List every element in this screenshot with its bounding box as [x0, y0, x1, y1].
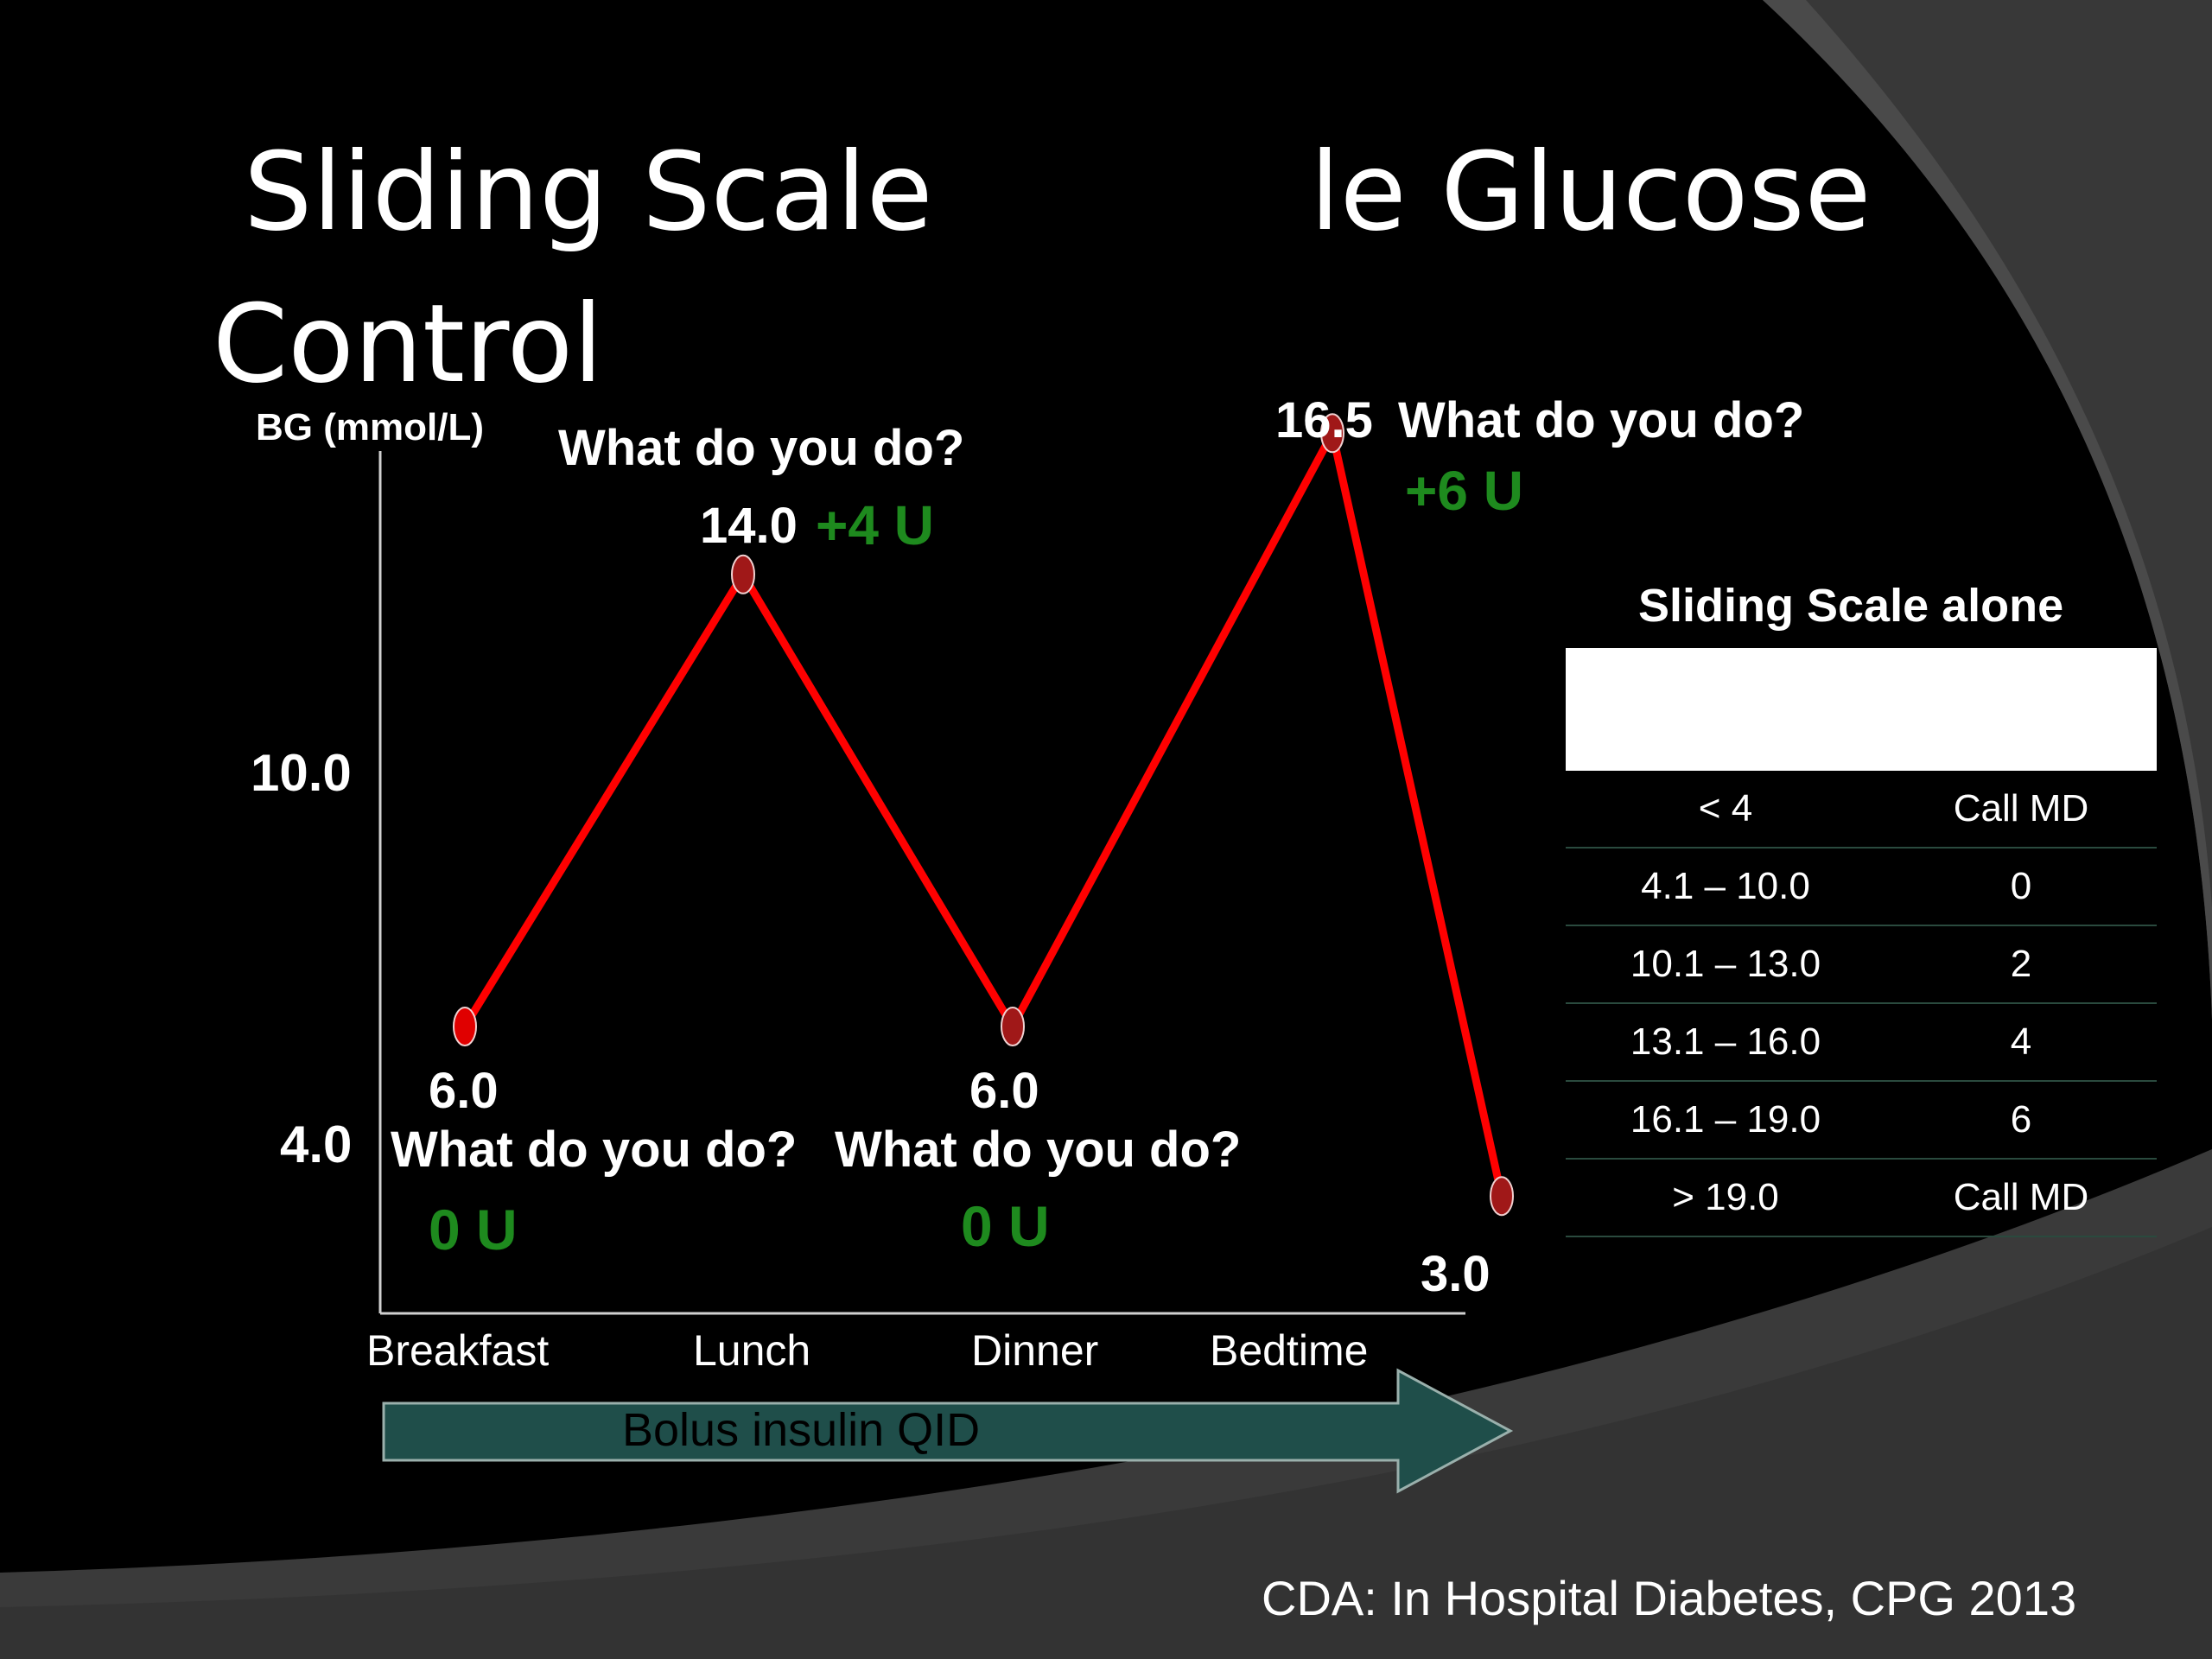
slide-title-line1-right: le Glucose	[1310, 130, 1872, 255]
table-cell-dose: 6	[2010, 1098, 2032, 1141]
y-tick-10: 10.0	[251, 744, 352, 802]
source-citation: CDA: In Hospital Diabetes, CPG 2013	[1262, 1571, 2077, 1625]
x-tick-lunch: Lunch	[693, 1326, 811, 1375]
question-lunch: What do you do?	[558, 420, 965, 476]
point-label-overnight: 3.0	[1421, 1246, 1491, 1302]
bolus-arrow-label: Bolus insulin QID	[622, 1404, 981, 1456]
point-label-bedtime: 16.5	[1275, 392, 1373, 448]
table-cell-dose: Call MD	[1953, 1176, 2089, 1218]
x-tick-bedtime: Bedtime	[1210, 1326, 1369, 1375]
table-row: 10.1 – 13.0 2	[1566, 926, 2157, 1004]
question-breakfast: What do you do?	[391, 1122, 798, 1178]
table-cell-range: > 19.0	[1672, 1176, 1779, 1218]
scale-table-header	[1566, 648, 2157, 771]
dose-dinner: 0 U	[961, 1194, 1050, 1258]
table-cell-dose: 2	[2010, 943, 2032, 985]
slide-title-line2: Control	[213, 282, 603, 407]
point-label-lunch: 14.0	[700, 498, 798, 554]
data-point-dinner	[1001, 1007, 1025, 1046]
table-cell-range: 4.1 – 10.0	[1641, 865, 1810, 907]
table-row: 4.1 – 10.0 0	[1566, 849, 2157, 926]
question-bedtime: What do you do?	[1398, 392, 1805, 448]
table-cell-range: 16.1 – 19.0	[1630, 1098, 1821, 1141]
data-point-bedtime	[1320, 413, 1344, 454]
table-row: < 4 Call MD	[1566, 771, 2157, 849]
y-tick-4: 4.0	[280, 1116, 353, 1173]
table-cell-range: < 4	[1698, 787, 1753, 830]
data-point-breakfast	[453, 1007, 477, 1046]
table-cell-dose: Call MD	[1953, 787, 2089, 830]
dose-lunch: +4 U	[816, 494, 934, 556]
table-cell-dose: 0	[2010, 865, 2032, 907]
slide-title-line1-left: Sliding Scale	[244, 130, 933, 255]
scale-table: < 4 Call MD 4.1 – 10.0 0 10.1 – 13.0 2 1…	[1566, 648, 2157, 1237]
data-point-overnight	[1490, 1176, 1514, 1217]
dose-bedtime: +6 U	[1405, 460, 1523, 522]
scale-table-title: Sliding Scale alone	[1638, 580, 2064, 632]
y-axis-label: BG (mmol/L)	[256, 406, 484, 448]
table-cell-range: 13.1 – 16.0	[1630, 1020, 1821, 1063]
question-dinner: What do you do?	[835, 1122, 1242, 1178]
table-row: 16.1 – 19.0 6	[1566, 1082, 2157, 1160]
dose-breakfast: 0 U	[429, 1198, 518, 1262]
point-label-dinner: 6.0	[969, 1063, 1039, 1119]
table-cell-dose: 4	[2010, 1020, 2032, 1063]
point-label-breakfast: 6.0	[429, 1063, 499, 1119]
data-point-lunch	[731, 554, 755, 594]
table-row: > 19.0 Call MD	[1566, 1160, 2157, 1237]
table-row: 13.1 – 16.0 4	[1566, 1004, 2157, 1082]
x-tick-dinner: Dinner	[971, 1326, 1099, 1375]
bolus-arrow	[382, 1368, 1514, 1494]
table-cell-range: 10.1 – 13.0	[1630, 943, 1821, 985]
x-tick-breakfast: Breakfast	[366, 1326, 550, 1375]
